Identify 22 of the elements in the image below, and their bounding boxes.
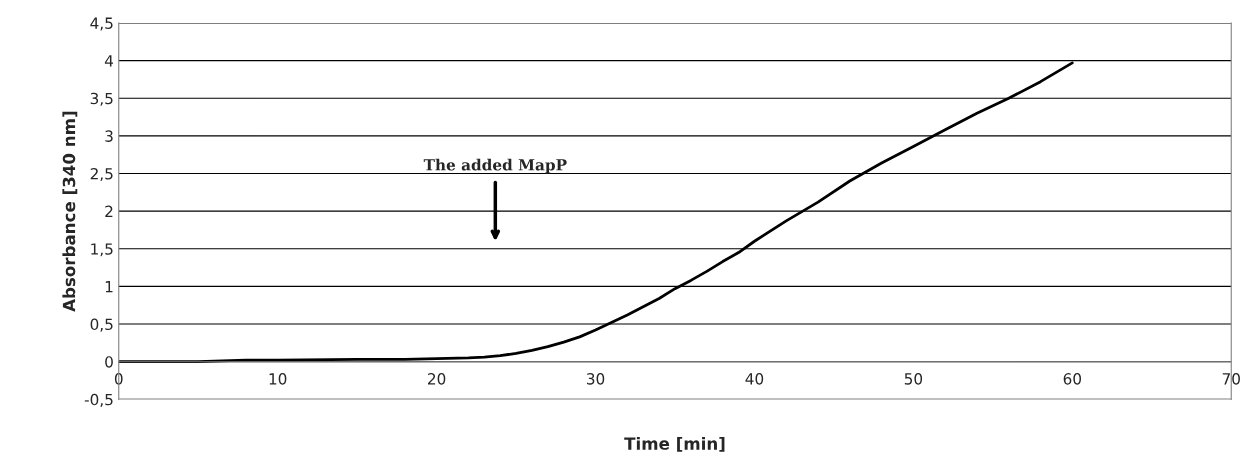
x-tick-label: 40 (745, 373, 764, 385)
y-tick-label: -0,5 (84, 393, 113, 407)
x-tick-label: 0 (114, 373, 123, 385)
x-tick-label: 20 (428, 373, 446, 385)
y-tick-label: 1,5 (91, 243, 113, 257)
x-tick-label: 30 (586, 373, 605, 385)
y-tick-label: 4,5 (90, 17, 113, 31)
y-tick-label: 3 (105, 130, 113, 142)
x-tick-label: 70 (1222, 373, 1240, 385)
y-axis-title: Absorbance [340 nm] (62, 111, 78, 312)
y-tick-label: 0,5 (90, 318, 113, 332)
y-tick-label: 1 (105, 281, 113, 293)
y-tick-label: 4 (104, 55, 114, 67)
x-axis-title: Time [min] (624, 436, 725, 452)
x-tick-label: 10 (269, 373, 287, 385)
x-tick-label: 60 (1063, 373, 1082, 385)
y-tick-label: 0 (105, 356, 113, 368)
x-tick-label: 50 (904, 373, 923, 385)
annotation: The added MapP (423, 158, 567, 174)
y-tick-label: 2 (105, 205, 113, 217)
y-tick-label: 2,5 (90, 167, 113, 182)
y-tick-label: 3,5 (90, 92, 113, 106)
